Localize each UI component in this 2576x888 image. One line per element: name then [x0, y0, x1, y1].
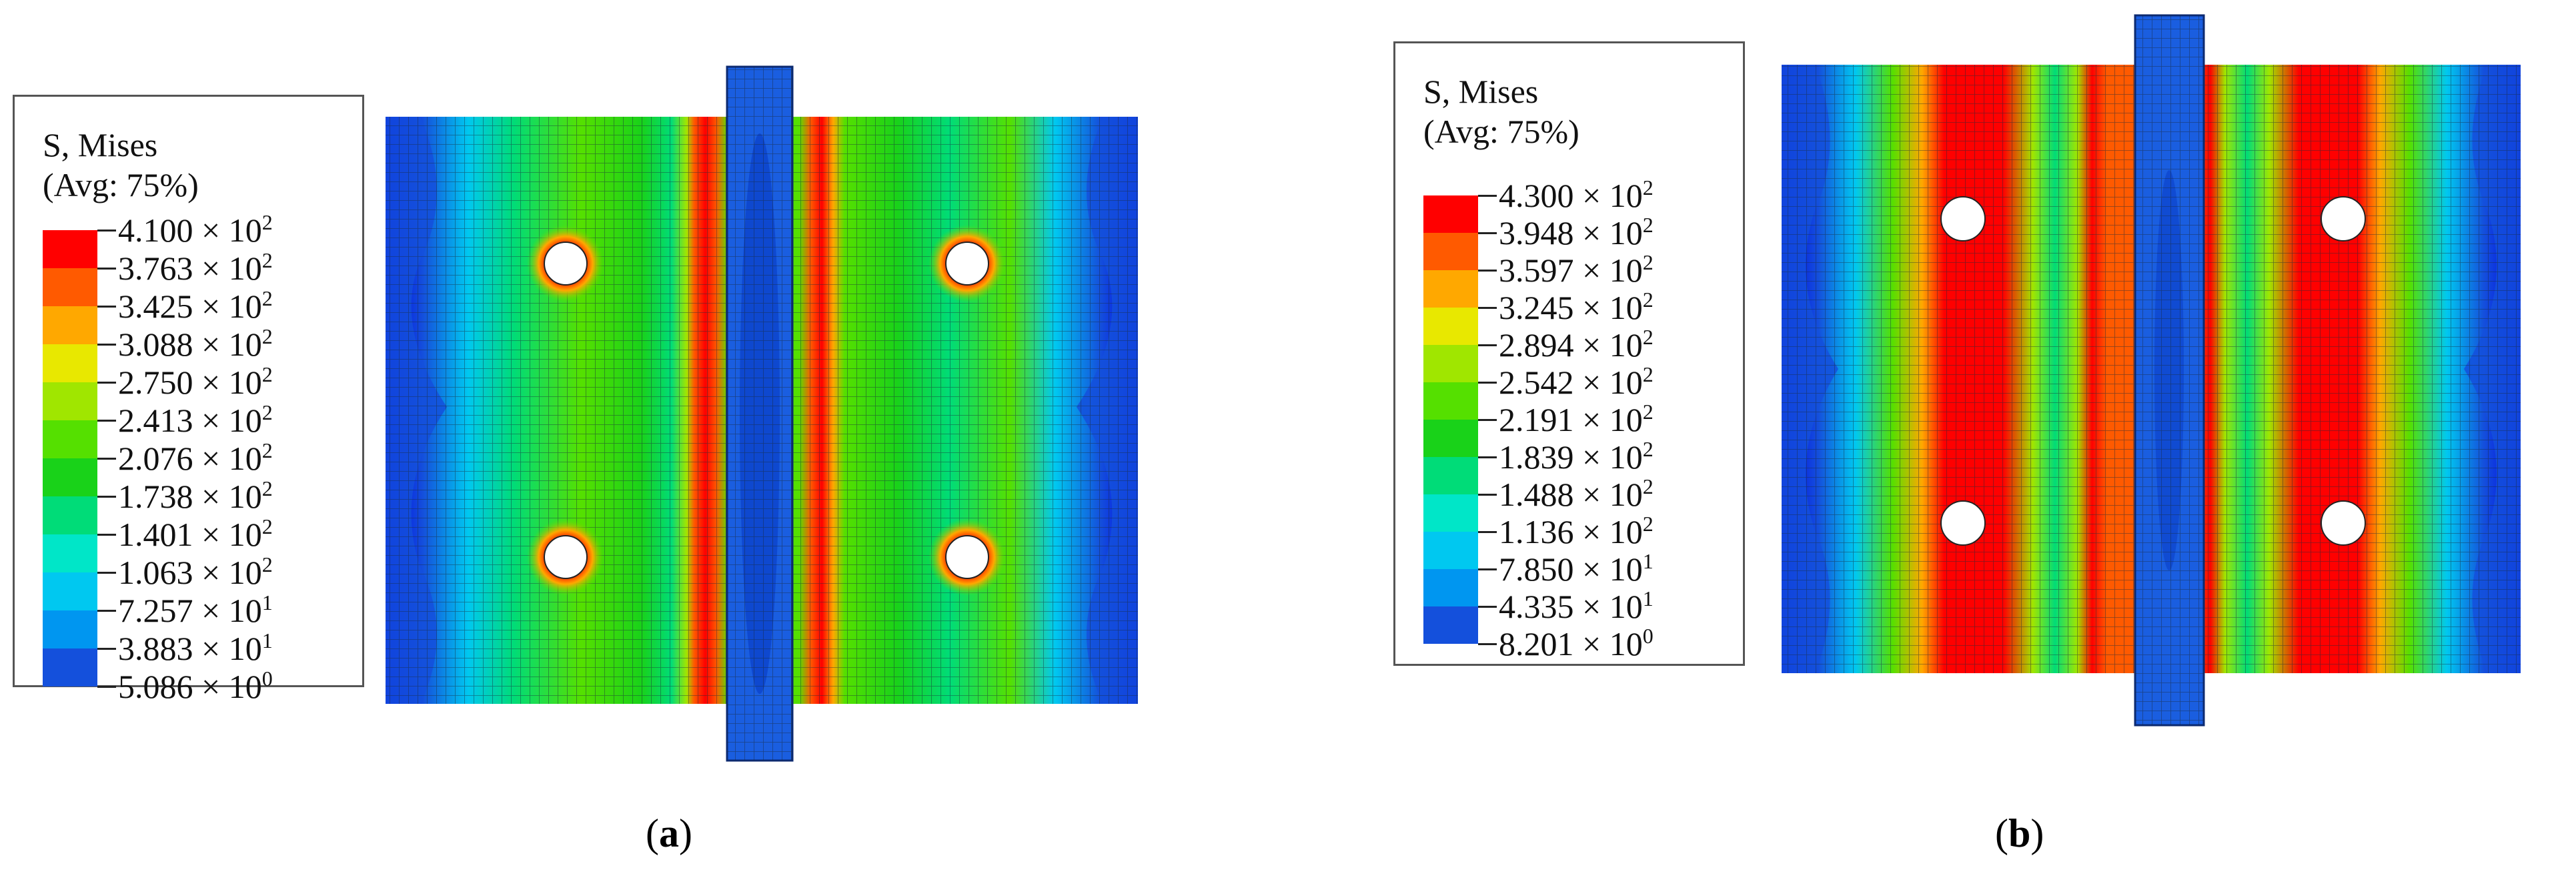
legend-swatch — [43, 420, 97, 458]
legend-swatch — [1423, 308, 1478, 345]
legend-tick — [97, 686, 116, 688]
legend-swatch — [43, 230, 97, 268]
legend-swatch — [43, 534, 97, 572]
legend-tick — [97, 610, 116, 612]
legend-swatch — [1423, 382, 1478, 420]
legend-level-label: 2.894 × 102 — [1499, 325, 1654, 364]
legend-averaging: (Avg: 75%) — [1423, 113, 1579, 150]
legend-tick — [1478, 643, 1497, 645]
legend-swatch — [43, 306, 97, 344]
legend-swatch — [1423, 195, 1478, 233]
legend-level-label: 1.401 × 102 — [118, 514, 273, 553]
legend-level-label: 3.425 × 102 — [118, 286, 273, 325]
legend-swatch — [1423, 420, 1478, 457]
legend-level-label: 2.750 × 102 — [118, 362, 273, 401]
legend-swatch — [43, 648, 97, 687]
legend-b: S, Mises (Avg: 75%) 4.300 × 102 3.948 × 1… — [1393, 41, 1745, 666]
legend-swatch — [43, 344, 97, 382]
legend-tick — [1478, 344, 1497, 346]
legend-level-label: 5.086 × 100 — [118, 667, 273, 705]
legend-swatch — [1423, 345, 1478, 382]
legend-level-label: 3.597 × 102 — [1499, 250, 1654, 289]
legend-tick — [1478, 456, 1497, 458]
legend-swatch — [1423, 494, 1478, 532]
legend-tick — [1478, 382, 1497, 384]
panel-b: S, Mises (Avg: 75%) 4.300 × 102 3.948 × 1… — [1288, 0, 2576, 888]
legend-level-label: 4.335 × 101 — [1499, 586, 1654, 625]
legend-level-label: 1.839 × 102 — [1499, 437, 1654, 476]
caption-b: (b) — [1995, 811, 2044, 855]
legend-level-label: 3.088 × 102 — [118, 324, 273, 363]
legend-swatch — [43, 572, 97, 610]
legend-tick — [1478, 531, 1497, 533]
legend-tick — [97, 572, 116, 574]
legend-a: S, Mises (Avg: 75%) 4.100 × 102 3.763 × 1… — [13, 95, 364, 704]
legend-level-label: 1.488 × 102 — [1499, 474, 1654, 513]
legend-swatch — [1423, 233, 1478, 270]
legend-tick — [97, 496, 116, 498]
legend-level-label: 4.100 × 102 — [118, 210, 273, 249]
legend-tick — [1478, 307, 1497, 309]
legend-level-label: 2.191 × 102 — [1499, 400, 1654, 438]
legend-tick — [1478, 606, 1497, 608]
legend-tick — [1478, 270, 1497, 272]
legend-level-label: 3.763 × 102 — [118, 248, 273, 287]
legend-tick — [97, 230, 116, 232]
legend-level-label: 3.948 × 102 — [1499, 213, 1654, 252]
legend-level-label: 2.542 × 102 — [1499, 362, 1654, 401]
legend-level-label: 3.883 × 101 — [118, 628, 273, 667]
legend-level-label: 1.063 × 102 — [118, 552, 273, 591]
legend-tick — [97, 420, 116, 422]
legend-level-label: 2.413 × 102 — [118, 400, 273, 439]
legend-tick — [1478, 568, 1497, 570]
legend-title: S, Mises — [43, 126, 158, 163]
legend-tick — [1478, 494, 1497, 496]
legend-level-label: 7.850 × 101 — [1499, 549, 1654, 588]
legend-tick — [1478, 232, 1497, 234]
legend-level-label: 1.136 × 102 — [1499, 512, 1654, 550]
legend-title: S, Mises — [1423, 73, 1539, 110]
legend-swatch — [1423, 532, 1478, 569]
legend-swatch — [43, 268, 97, 306]
legend-level-label: 4.300 × 102 — [1499, 175, 1654, 214]
caption-a: (a) — [646, 811, 692, 855]
legend-swatch — [1423, 270, 1478, 308]
legend-tick — [97, 382, 116, 384]
stress-contour-plot-a — [386, 65, 1138, 762]
legend-tick — [97, 534, 116, 536]
legend-level-label: 7.257 × 101 — [118, 590, 273, 629]
legend-tick — [97, 458, 116, 460]
legend-swatch — [43, 382, 97, 420]
legend-tick — [1478, 419, 1497, 421]
legend-swatch — [1423, 606, 1478, 644]
panel-a: S, Mises (Avg: 75%) 4.100 × 102 3.763 × 1… — [13, 65, 1138, 855]
legend-swatch — [43, 458, 97, 496]
legend-swatch — [43, 496, 97, 534]
legend-level-label: 8.201 × 100 — [1499, 624, 1654, 662]
legend-averaging: (Avg: 75%) — [43, 166, 199, 203]
legend-tick — [1478, 195, 1497, 197]
legend-tick — [97, 268, 116, 270]
legend-swatch — [1423, 569, 1478, 606]
stress-contour-plot-b — [1782, 14, 2521, 727]
legend-level-label: 2.076 × 102 — [118, 438, 273, 477]
legend-swatch — [1423, 457, 1478, 494]
legend-tick — [97, 648, 116, 650]
legend-swatch — [43, 610, 97, 648]
legend-tick — [97, 344, 116, 346]
legend-tick — [97, 306, 116, 308]
legend-level-label: 1.738 × 102 — [118, 476, 273, 515]
legend-level-label: 3.245 × 102 — [1499, 288, 1654, 326]
